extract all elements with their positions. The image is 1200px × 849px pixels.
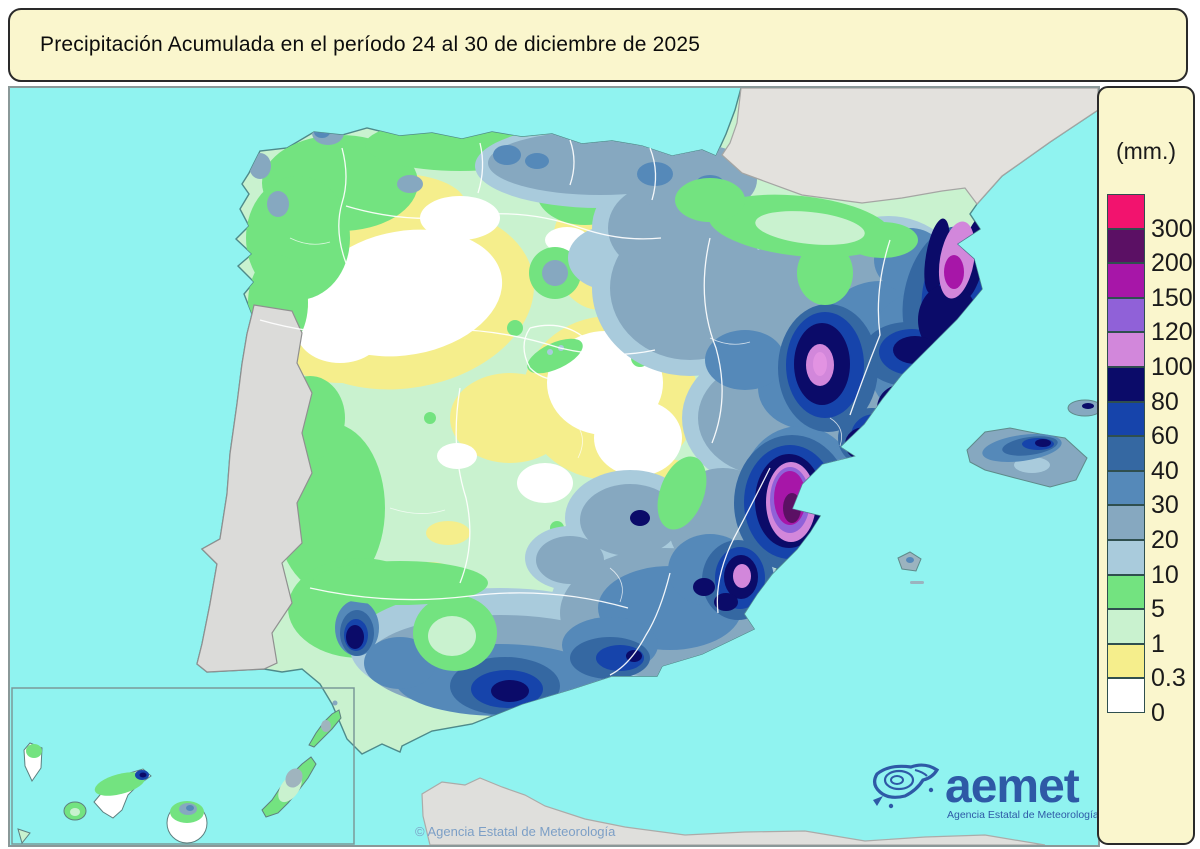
legend-threshold-label: 200 [1151,249,1193,278]
portugal-landmass [196,304,313,673]
legend-band-row: 20 [1107,505,1191,554]
legend-threshold-label: 100 [1151,352,1193,381]
legend-threshold-label: 0 [1151,698,1165,727]
legend-threshold-label: 0.3 [1151,664,1186,693]
legend-swatch [1107,297,1145,333]
legend-swatch [1107,505,1145,540]
legend-band-row: 120 [1107,297,1193,346]
aemet-subtitle: Agencia Estatal de Meteorología [947,809,1098,821]
legend-threshold-label: 60 [1151,422,1179,451]
province-borders [289,237,843,603]
aemet-wordmark: aemet [945,760,1080,813]
legend-threshold-label: 40 [1151,456,1179,485]
canary-inset [11,687,355,845]
legend-band-row: 0.3 [1107,643,1191,692]
france-landmass [721,88,1098,205]
legend-swatch [1107,678,1145,713]
legend-band-row: 300 [1107,194,1193,243]
legend-threshold-label: 80 [1151,387,1179,416]
legend-band-row: 30 [1107,470,1191,519]
legend-swatch [1107,263,1145,298]
legend-swatch [1107,643,1145,679]
legend-band-row: 80 [1107,366,1191,416]
legend-swatch [1107,539,1145,575]
legend-swatch [1107,436,1145,471]
legend-swatch [1107,574,1145,610]
page-title: Precipitación Acumulada en el período 24… [40,33,701,56]
legend-band-row: 150 [1107,263,1193,312]
legend-threshold-label: 10 [1151,560,1179,589]
aemet-spain-mark-icon [873,763,940,809]
copyright-text: © Agencia Estatal de Meteorología [415,824,616,839]
legend-swatch [1107,401,1145,437]
legend-unit-label: (mm.) [1115,138,1177,164]
legend-threshold-label: 30 [1151,491,1179,520]
legend-threshold-label: 300 [1151,214,1193,243]
legend-scale: 300 200 150 120 100 80 60 40 30 20 10 5 1 0.3 0 [1107,194,1193,727]
legend-swatch [1107,228,1145,264]
legend-band-row: 0 [1107,678,1191,727]
precipitation-map: © Agencia Estatal de Meteorología aemet … [8,86,1100,847]
legend-threshold-label: 5 [1151,595,1165,624]
legend-swatch [1107,470,1145,506]
legend-band-row: 60 [1107,401,1191,450]
balearic-islands [897,399,1098,584]
legend-band-row: 200 [1107,228,1193,277]
title-bar: Precipitación Acumulada en el período 24… [8,8,1188,82]
legend-band-row: 10 [1107,539,1191,589]
legend-band-row: 5 [1107,574,1191,623]
legend-threshold-label: 20 [1151,525,1179,554]
legend-band-row: 1 [1107,609,1191,658]
aemet-logo: aemet Agencia Estatal de Meteorología [873,760,1098,821]
legend-band-row: 40 [1107,436,1191,485]
legend-swatch [1107,366,1145,402]
legend-threshold-label: 120 [1151,318,1193,347]
africa-landmass [421,777,1046,845]
admin-borders [259,139,891,676]
legend-swatch [1107,332,1145,367]
legend-band-row: 100 [1107,332,1193,381]
legend-swatch [1107,194,1145,229]
legend-threshold-label: 1 [1151,629,1165,658]
legend-threshold-label: 150 [1151,283,1193,312]
legend-swatch [1107,609,1145,644]
precipitation-legend: (mm.) 300 200 150 120 100 80 60 40 30 20 10 5 1 0.3 0 [1097,86,1195,845]
